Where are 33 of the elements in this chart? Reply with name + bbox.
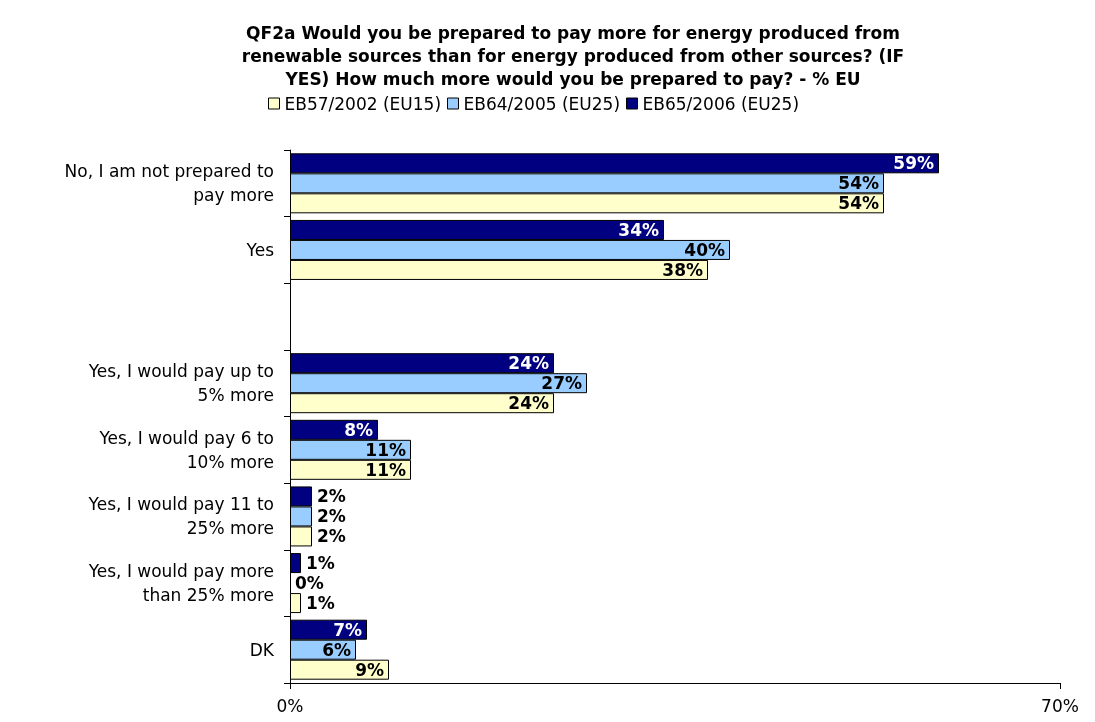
y-tick-label: Yes, I would pay 11 to 25% more xyxy=(87,494,274,539)
data-label: 0% xyxy=(295,573,324,594)
data-label: 1% xyxy=(306,593,335,614)
y-tick-label: Yes xyxy=(245,239,275,260)
data-label: 54% xyxy=(838,193,879,214)
x-tick-label: 70% xyxy=(1041,695,1079,716)
data-label: 40% xyxy=(684,239,725,260)
legend-label: EB64/2005 (EU25) xyxy=(463,93,621,114)
data-label: 2% xyxy=(317,506,346,527)
data-label: 54% xyxy=(838,173,879,194)
y-tick-label: Yes, I would pay more than 25% more xyxy=(87,561,274,606)
data-label: 24% xyxy=(508,353,549,374)
data-label: 7% xyxy=(333,619,362,640)
y-tick-label: No, I am not prepared to pay more xyxy=(64,161,274,206)
data-label: 6% xyxy=(322,639,351,660)
data-label: 59% xyxy=(893,153,934,174)
y-tick-label: Yes, I would pay 6 to 10% more xyxy=(98,427,274,472)
y-tick-label: DK xyxy=(249,639,275,660)
chart-title: QF2a Would you be prepared to pay more for energy produced from renewable sources than for energy produced from other sources? (IF YES) How much more would you be prepared to pay? - % EU xyxy=(241,22,905,89)
data-label: 8% xyxy=(344,419,373,440)
legend-label: EB65/2006 (EU25) xyxy=(642,93,800,114)
data-label: 11% xyxy=(365,439,406,460)
data-label: 2% xyxy=(317,486,346,507)
data-label: 38% xyxy=(662,259,703,280)
data-label: 1% xyxy=(306,553,335,574)
data-label: 2% xyxy=(317,526,346,547)
y-tick-label: Yes, I would pay up to 5% more xyxy=(87,361,274,406)
legend-label: EB57/2002 (EU15) xyxy=(284,93,442,114)
data-label: 24% xyxy=(508,393,549,414)
data-label: 9% xyxy=(355,659,384,680)
data-label: 34% xyxy=(618,219,659,240)
data-label: 11% xyxy=(365,459,406,480)
data-label: 27% xyxy=(541,373,582,394)
